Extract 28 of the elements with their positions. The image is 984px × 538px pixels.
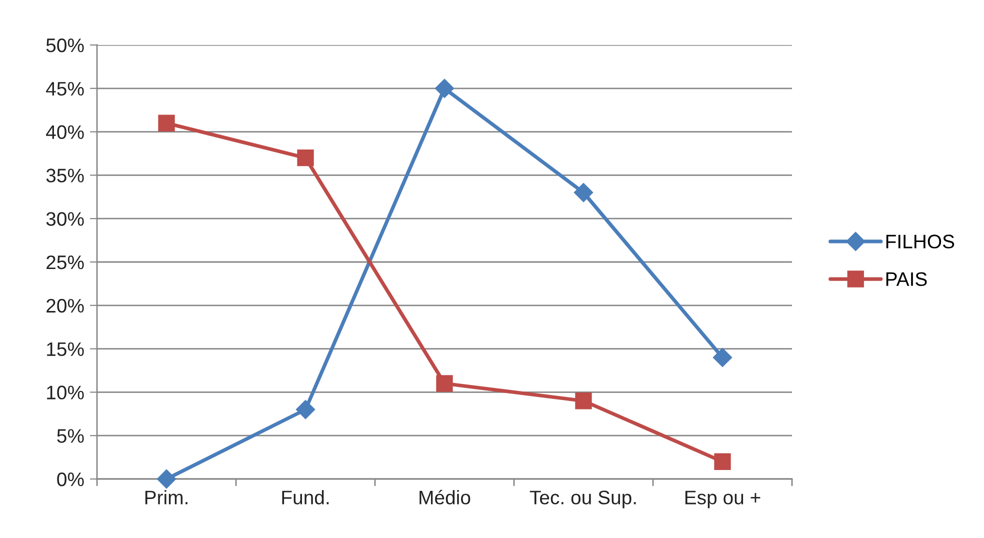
point — [296, 400, 316, 420]
y-tick-label: 15% — [47, 342, 84, 356]
y-tick-label: 30% — [46, 212, 84, 226]
y-tick-label: 25% — [46, 255, 84, 270]
point — [574, 183, 594, 202]
y-tick-label: 5% — [57, 429, 84, 443]
legend-label: PAIS — [886, 272, 927, 286]
y-tick-label: 10% — [47, 386, 84, 400]
y-tick-label: 45% — [46, 82, 84, 96]
x-tick-label: Fund. — [282, 490, 329, 504]
legend-label: FILHOS — [886, 234, 954, 248]
x-tick-label: Prim. — [145, 490, 188, 504]
x-tick-label: Tec. ou Sup. — [530, 490, 636, 508]
y-tick-label: 40% — [46, 125, 84, 140]
point — [156, 469, 176, 489]
point — [436, 375, 453, 392]
x-tick-label: Médio — [420, 490, 470, 504]
point — [714, 453, 731, 470]
point — [434, 78, 454, 98]
point — [575, 392, 592, 410]
y-tick-label: 50% — [46, 38, 84, 52]
y-tick-label: 20% — [46, 298, 84, 313]
y-tick-label: 35% — [46, 168, 84, 182]
point — [158, 114, 175, 132]
x-tick-label: Esp ou + — [685, 490, 760, 508]
y-tick-label: 0% — [57, 472, 84, 486]
point — [712, 348, 732, 368]
point — [297, 150, 314, 166]
